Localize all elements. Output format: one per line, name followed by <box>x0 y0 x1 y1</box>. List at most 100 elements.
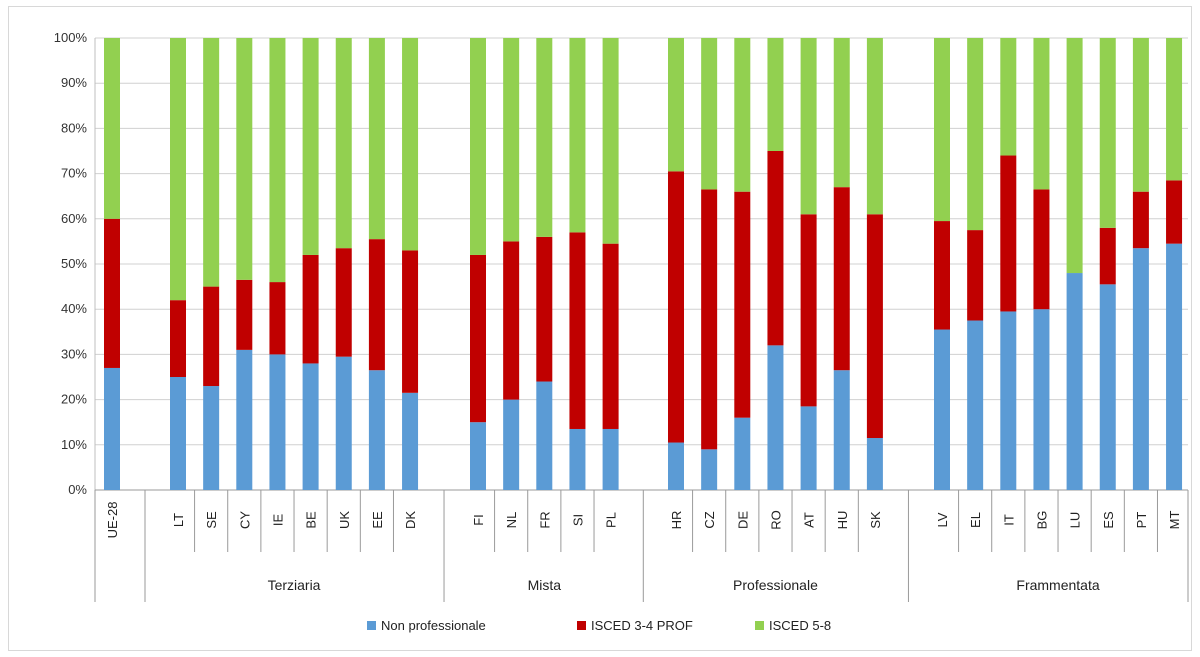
x-tick-label: PL <box>604 512 619 528</box>
x-tick-label: LU <box>1068 512 1083 529</box>
bar-fr-non-professionale <box>536 381 553 490</box>
bar-pt-non-professionale <box>1132 248 1149 490</box>
bar-se-non-professionale <box>203 386 220 490</box>
bar-be-non-professionale <box>302 363 319 490</box>
bar-dk-isced-5-8 <box>402 38 419 251</box>
y-tick-label: 40% <box>61 301 87 316</box>
bar-at-non-professionale <box>800 406 817 490</box>
bar-ue28-isced-3-4-prof <box>104 218 120 368</box>
bar-sk-non-professionale <box>866 438 883 490</box>
x-tick-label: SI <box>570 514 585 526</box>
x-tick-label: LV <box>935 512 950 527</box>
bar-lu-isced-5-8 <box>1066 38 1083 274</box>
legend-label: ISCED 3-4 PROF <box>591 618 693 633</box>
bar-mt-isced-3-4-prof <box>1166 180 1183 244</box>
bar-de-isced-3-4-prof <box>734 191 751 418</box>
x-tick-label: SK <box>868 511 883 529</box>
legend-label: Non professionale <box>381 618 486 633</box>
bar-se-isced-5-8 <box>203 38 220 287</box>
bar-fr-isced-3-4-prof <box>536 236 553 382</box>
bar-nl-isced-5-8 <box>503 38 520 242</box>
bar-lt-non-professionale <box>170 377 186 490</box>
bar-ue28-isced-5-8 <box>104 38 120 219</box>
x-tick-label: HU <box>835 511 850 530</box>
bar-fr-isced-5-8 <box>536 38 553 237</box>
bar-lv-isced-3-4-prof <box>934 221 950 330</box>
bar-be-isced-5-8 <box>302 38 319 255</box>
x-tick-label: MT <box>1167 511 1182 530</box>
bar-nl-isced-3-4-prof <box>503 241 520 400</box>
legend-swatch <box>367 621 376 630</box>
bar-cy-isced-5-8 <box>236 38 253 280</box>
bar-mt-isced-5-8 <box>1166 38 1183 181</box>
bar-si-non-professionale <box>569 428 586 490</box>
bar-cz-isced-3-4-prof <box>701 189 718 450</box>
x-tick-label: CY <box>237 511 252 529</box>
bar-lt-isced-3-4-prof <box>170 300 186 377</box>
legend-label: ISCED 5-8 <box>769 618 831 633</box>
x-tick-label: FI <box>471 514 486 526</box>
bar-hr-isced-3-4-prof <box>668 171 684 443</box>
bar-lu-non-professionale <box>1066 273 1083 490</box>
bar-hu-isced-3-4-prof <box>833 187 850 371</box>
bar-si-isced-3-4-prof <box>569 232 586 429</box>
x-tick-label: FR <box>537 511 552 528</box>
bar-mt-non-professionale <box>1166 243 1183 490</box>
bar-ie-isced-5-8 <box>269 38 286 283</box>
x-tick-label: NL <box>504 512 519 529</box>
bar-el-non-professionale <box>967 320 984 490</box>
bar-ro-non-professionale <box>767 345 784 490</box>
bar-ue28-non-professionale <box>104 367 120 490</box>
bar-ee-non-professionale <box>368 370 385 490</box>
bar-cz-isced-5-8 <box>701 38 718 190</box>
bar-ee-isced-5-8 <box>368 38 385 240</box>
y-tick-label: 100% <box>54 30 88 45</box>
bar-ro-isced-5-8 <box>767 38 784 151</box>
bar-hu-isced-5-8 <box>833 38 850 188</box>
bar-ie-isced-3-4-prof <box>269 282 286 355</box>
x-tick-label: BE <box>304 511 319 529</box>
bar-lv-non-professionale <box>934 329 950 490</box>
y-tick-label: 0% <box>68 482 87 497</box>
x-tick-label: DE <box>735 511 750 529</box>
group-label: Terziaria <box>268 577 321 593</box>
y-tick-label: 20% <box>61 392 87 407</box>
bar-el-isced-5-8 <box>967 38 984 231</box>
x-tick-label: EE <box>370 511 385 529</box>
bar-sk-isced-5-8 <box>866 38 883 215</box>
x-tick-label: ES <box>1101 511 1116 529</box>
bar-pl-isced-3-4-prof <box>602 243 619 429</box>
bar-ro-isced-3-4-prof <box>767 151 784 346</box>
bar-dk-non-professionale <box>402 392 419 490</box>
group-label: Professionale <box>733 577 818 593</box>
bar-cy-non-professionale <box>236 349 253 490</box>
bar-be-isced-3-4-prof <box>302 254 319 364</box>
x-tick-label: UE-28 <box>105 502 120 539</box>
y-tick-label: 30% <box>61 346 87 361</box>
bar-el-isced-3-4-prof <box>967 230 984 321</box>
bar-hr-non-professionale <box>668 442 684 490</box>
bar-de-non-professionale <box>734 417 751 490</box>
y-tick-label: 80% <box>61 120 87 135</box>
bar-uk-non-professionale <box>335 356 352 490</box>
bar-lt-isced-5-8 <box>170 38 186 301</box>
bar-it-non-professionale <box>1000 311 1017 490</box>
x-tick-label: UK <box>337 511 352 529</box>
x-tick-label: HR <box>669 511 684 530</box>
x-tick-label: SE <box>204 511 219 529</box>
bar-es-non-professionale <box>1099 284 1116 490</box>
bar-de-isced-5-8 <box>734 38 751 192</box>
legend-swatch <box>755 621 764 630</box>
bar-pt-isced-5-8 <box>1132 38 1149 192</box>
x-tick-label: AT <box>802 512 817 528</box>
bar-fi-isced-3-4-prof <box>470 254 486 423</box>
bar-sk-isced-3-4-prof <box>866 214 883 439</box>
group-label: Frammentata <box>1016 577 1099 593</box>
bar-uk-isced-3-4-prof <box>335 248 352 357</box>
bar-bg-non-professionale <box>1033 309 1050 490</box>
y-tick-label: 10% <box>61 437 87 452</box>
y-tick-label: 50% <box>61 256 87 271</box>
bar-dk-isced-3-4-prof <box>402 250 419 393</box>
bar-es-isced-5-8 <box>1099 38 1116 228</box>
